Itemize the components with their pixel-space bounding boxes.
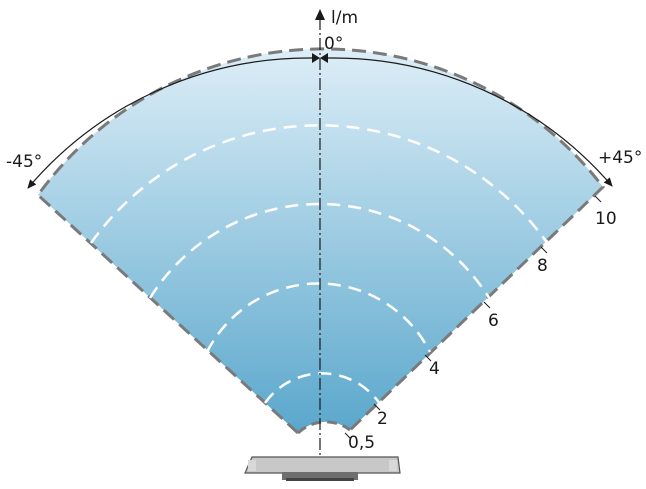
range-label-2: 2: [377, 409, 388, 429]
range-label-0-5: 0,5: [348, 433, 375, 453]
tick-6: [483, 301, 491, 309]
tick-10: [594, 195, 602, 203]
range-arc-2: [263, 372, 382, 405]
range-label-6: 6: [488, 311, 499, 331]
center-angle-label: 0°: [324, 34, 343, 54]
range-label-10: 10: [595, 209, 617, 229]
range-arc-4: [205, 282, 432, 353]
axis-label: l/m: [331, 8, 358, 28]
range-arc-6: [148, 202, 493, 302]
angle-arc-left: [27, 57, 313, 189]
tick-2: [373, 403, 381, 411]
tick-4: [424, 354, 432, 362]
tick-0-5: [344, 432, 352, 440]
right-angle-label: +45°: [598, 148, 642, 168]
axis-arrow-icon: [315, 9, 325, 20]
range-label-8: 8: [537, 256, 548, 276]
center-marker-right-icon: [320, 53, 328, 63]
center-marker-left-icon: [312, 53, 320, 63]
left-angle-label: -45°: [6, 152, 42, 172]
range-label-4: 4: [429, 359, 440, 379]
range-arc-0-5: [296, 420, 351, 435]
sensor-device-icon: [244, 456, 401, 481]
angle-arc-right: [327, 57, 613, 187]
sector-outline: [36, 47, 606, 435]
tick-8: [540, 246, 548, 254]
